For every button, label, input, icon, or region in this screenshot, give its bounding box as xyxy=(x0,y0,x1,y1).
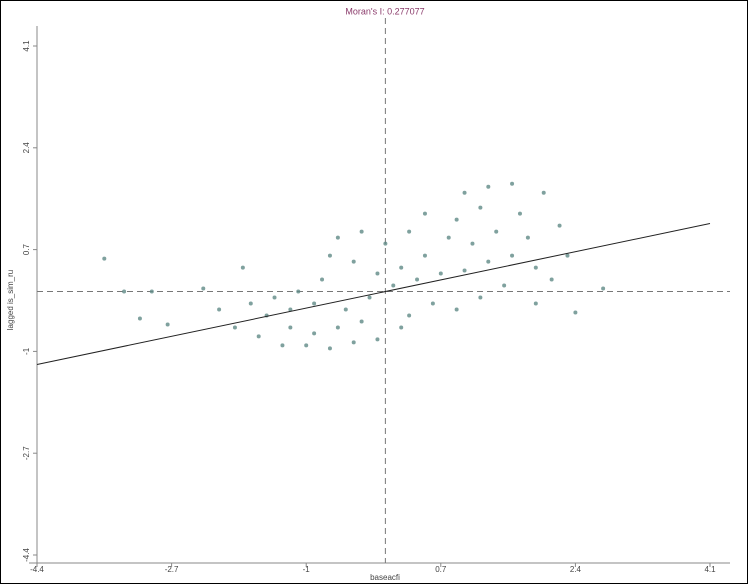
point xyxy=(558,224,562,228)
point xyxy=(336,325,340,329)
point xyxy=(304,343,308,347)
fit-line xyxy=(37,223,710,364)
point xyxy=(336,236,340,240)
x-axis-label: baseacfi xyxy=(370,573,400,582)
point xyxy=(423,254,427,258)
point xyxy=(328,346,332,350)
point xyxy=(542,191,546,195)
point xyxy=(217,307,221,311)
point xyxy=(122,290,126,294)
point xyxy=(375,337,379,341)
x-tick-label: -1 xyxy=(303,565,311,574)
y-tick-label: -1 xyxy=(22,347,31,355)
chart: Moran's I: 0.277077 baseacfi lagged is_s… xyxy=(0,0,748,584)
point xyxy=(463,191,467,195)
point xyxy=(526,236,530,240)
point xyxy=(241,266,245,270)
point xyxy=(601,287,605,291)
point xyxy=(320,278,324,282)
x-tick-label: 4.1 xyxy=(704,565,716,574)
point xyxy=(565,254,569,258)
point xyxy=(312,331,316,335)
point xyxy=(399,325,403,329)
point xyxy=(518,212,522,216)
point xyxy=(439,272,443,276)
y-tick-label: -2.7 xyxy=(22,446,31,460)
point xyxy=(494,230,498,234)
point xyxy=(510,182,514,186)
point xyxy=(352,260,356,264)
point xyxy=(573,310,577,314)
point xyxy=(399,266,403,270)
point xyxy=(423,212,427,216)
point xyxy=(273,296,277,300)
point xyxy=(391,284,395,288)
y-axis-label: lagged is_sim_ru xyxy=(6,270,15,330)
point xyxy=(455,218,459,222)
point xyxy=(288,325,292,329)
chart-title: Moran's I: 0.277077 xyxy=(345,6,424,16)
y-tick-label: -4.4 xyxy=(22,548,31,562)
point xyxy=(407,313,411,317)
x-tick-label: 0.7 xyxy=(435,565,447,574)
point xyxy=(360,319,364,323)
point xyxy=(455,307,459,311)
point xyxy=(375,272,379,276)
point xyxy=(201,287,205,291)
point xyxy=(138,316,142,320)
point xyxy=(431,301,435,305)
point xyxy=(510,254,514,258)
point xyxy=(534,301,538,305)
point xyxy=(368,296,372,300)
page: {"chart_data": {"type": "scatter", "titl… xyxy=(0,0,748,584)
point xyxy=(166,322,170,326)
x-tick-label: -4.4 xyxy=(30,565,44,574)
point xyxy=(486,185,490,189)
point xyxy=(328,254,332,258)
point xyxy=(407,230,411,234)
point xyxy=(102,257,106,261)
x-tick-label: 2.4 xyxy=(570,565,582,574)
point xyxy=(478,296,482,300)
x-tick-label: -2.7 xyxy=(165,565,179,574)
point xyxy=(502,284,506,288)
y-tick-label: 2.4 xyxy=(22,142,31,154)
y-tick-label: 4.1 xyxy=(22,40,31,52)
point xyxy=(360,230,364,234)
point xyxy=(280,343,284,347)
point xyxy=(352,340,356,344)
point xyxy=(415,278,419,282)
point xyxy=(344,307,348,311)
point xyxy=(233,325,237,329)
point xyxy=(150,290,154,294)
point xyxy=(383,242,387,246)
point xyxy=(463,269,467,273)
point xyxy=(550,278,554,282)
point xyxy=(534,266,538,270)
point xyxy=(257,334,261,338)
point xyxy=(478,206,482,210)
point xyxy=(312,301,316,305)
point xyxy=(447,236,451,240)
point xyxy=(249,301,253,305)
point xyxy=(470,242,474,246)
y-tick-label: 0.7 xyxy=(22,243,31,255)
point xyxy=(486,260,490,264)
point xyxy=(296,290,300,294)
